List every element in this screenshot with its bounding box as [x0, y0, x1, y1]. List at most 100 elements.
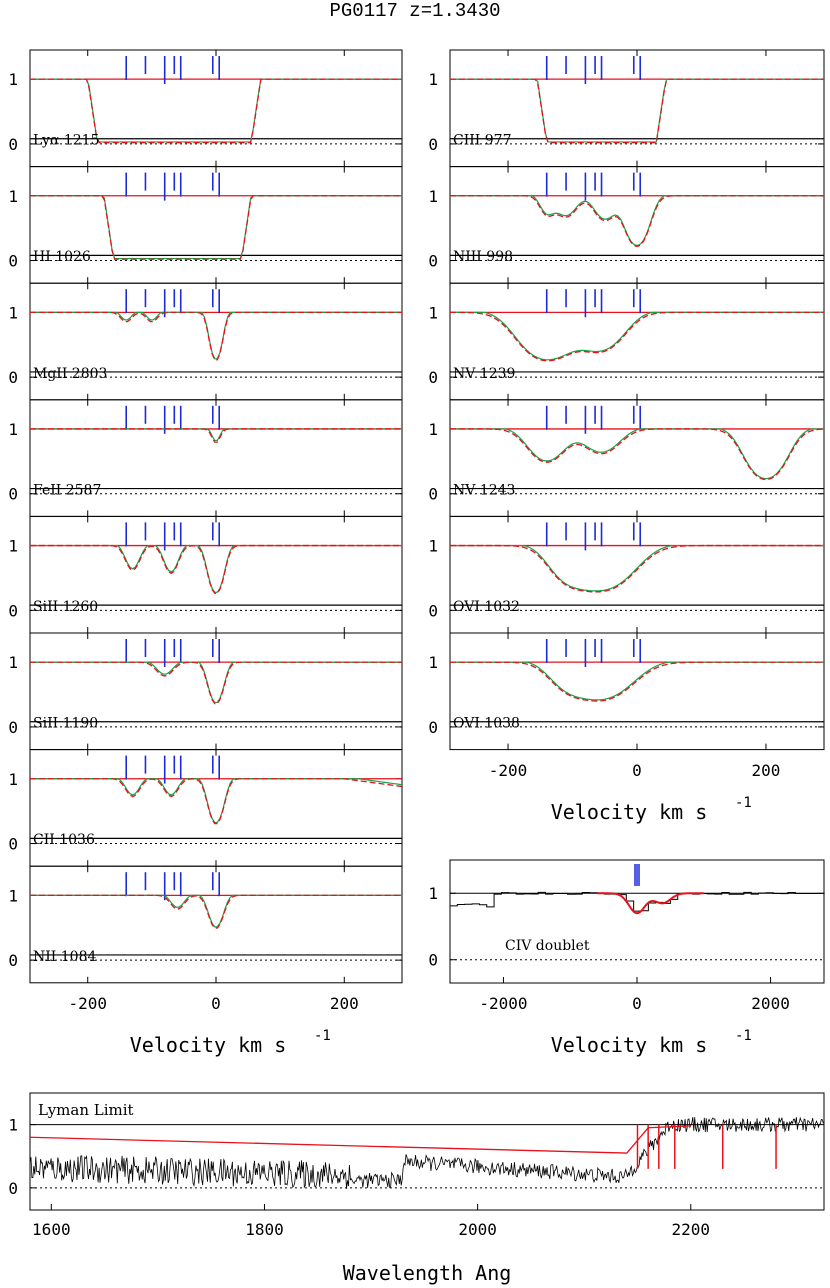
y-tick-label: 0 [8, 601, 18, 620]
total-fit-line [450, 311, 824, 361]
y-tick-label: 0 [8, 718, 18, 737]
doublet-fit-line [596, 892, 704, 915]
line-label: Lyα 1215 [33, 133, 100, 149]
spectrum-panel-right-4 [449, 515, 825, 634]
y-tick-label: 1 [428, 884, 438, 903]
total-fit-line [30, 778, 403, 824]
panel-frame [29, 632, 403, 751]
panel-frame [29, 399, 403, 517]
line-label: CIII 977 [453, 133, 511, 149]
component-fit-line [30, 778, 403, 825]
x-axis-exponent: -1 [314, 1028, 331, 1044]
y-tick-label: 1 [428, 303, 438, 322]
component-fit-line [450, 544, 824, 593]
x-tick-label: 2000 [751, 994, 790, 1013]
component-fit-line [450, 428, 825, 481]
x-axis-label: Velocity km s [551, 1033, 708, 1057]
panel-frame [449, 632, 825, 751]
x-axis-exponent: -1 [735, 795, 752, 811]
x-axis-exponent: -1 [735, 1028, 752, 1044]
line-label: CIV doublet [505, 938, 590, 954]
component-fit-line [30, 195, 402, 260]
y-tick-label: 0 [8, 368, 18, 387]
component-fit-line [450, 195, 824, 247]
line-label: HI 1026 [33, 249, 91, 265]
panel-frame [449, 282, 825, 401]
component-fit-line [30, 311, 402, 361]
model-continuum [29, 1125, 691, 1154]
y-tick-label: 0 [428, 718, 438, 737]
panel-frame [29, 166, 403, 284]
y-tick-label: 1 [8, 886, 18, 905]
civ-doublet-panel [449, 859, 825, 984]
lyman-limit-panel [29, 1092, 825, 1211]
line-label: OVI 1038 [453, 716, 520, 732]
x-tick-label: 1800 [245, 1220, 284, 1239]
y-tick-label: 1 [8, 653, 18, 672]
x-tick-label: 2000 [458, 1220, 497, 1239]
y-tick-label: 0 [8, 835, 18, 854]
panel-frame [449, 515, 825, 634]
x-tick-label: -2000 [479, 994, 527, 1013]
y-tick-label: 1 [428, 70, 438, 89]
spectrum-panel-left-7 [29, 865, 403, 984]
x-tick-label: 0 [211, 994, 221, 1013]
total-fit-line [30, 428, 402, 442]
line-label: SiII 1190 [33, 716, 98, 732]
y-tick-label: 1 [8, 187, 18, 206]
x-axis-label: Velocity km s [130, 1033, 287, 1057]
y-tick-label: 1 [428, 537, 438, 556]
component-fit-line [450, 661, 824, 702]
y-tick-label: 0 [428, 368, 438, 387]
x-tick-label: 200 [330, 994, 359, 1013]
figure-title: PG0117 z=1.3430 [329, 0, 500, 22]
y-tick-label: 1 [8, 70, 18, 89]
total-fit-line [30, 311, 402, 360]
spectrum-trace [29, 1116, 824, 1189]
panel-frame [29, 865, 403, 984]
y-tick-label: 0 [8, 485, 18, 504]
y-tick-label: 1 [8, 420, 18, 439]
component-fit-line [30, 661, 402, 705]
component-fit-line [30, 428, 402, 443]
panel-frame [449, 49, 825, 168]
x-tick-label: 0 [632, 761, 642, 780]
line-label: NV 1243 [453, 482, 515, 498]
y-tick-label: 0 [428, 601, 438, 620]
total-fit-line [30, 661, 402, 704]
spectrum-panel-right-5 [449, 632, 825, 751]
y-tick-label: 0 [428, 252, 438, 271]
spectrum-panel-right-3 [450, 400, 825, 517]
line-label: CII 1036 [33, 832, 95, 848]
line-label: OVI 1032 [453, 599, 520, 615]
spectrum-panel-right-1 [450, 167, 825, 284]
spectrum-panel-left-5 [29, 632, 403, 751]
y-tick-label: 1 [428, 653, 438, 672]
line-label: NV 1239 [453, 366, 515, 382]
x-tick-label: 0 [632, 994, 642, 1013]
spectrum-panel-left-2 [30, 283, 403, 401]
x-axis-label: Wavelength Ang [343, 1261, 512, 1285]
line-label: FeII 2587 [33, 482, 101, 498]
component-fit-line [30, 78, 402, 144]
component-fit-line [30, 894, 402, 929]
panel-frame [29, 1092, 825, 1211]
x-tick-label: -200 [68, 994, 107, 1013]
panel-frame [29, 515, 403, 634]
component-fit-line [450, 78, 824, 144]
total-fit-line [450, 195, 824, 246]
x-tick-label: 200 [752, 761, 781, 780]
spectrum-panel-left-3 [29, 399, 403, 517]
line-label: MgII 2803 [33, 366, 107, 382]
x-axis-label: Velocity km s [551, 800, 708, 824]
spectrum-panel-left-1 [29, 166, 403, 284]
y-tick-label: 0 [8, 1179, 18, 1198]
spectrum-panel-left-4 [29, 515, 403, 634]
spectrum-panel-right-2 [449, 282, 825, 401]
panel-frame [29, 49, 403, 168]
line-label: NII 1084 [33, 949, 96, 965]
y-tick-label: 0 [8, 252, 18, 271]
y-tick-label: 0 [428, 951, 438, 970]
x-tick-label: 1600 [32, 1220, 71, 1239]
